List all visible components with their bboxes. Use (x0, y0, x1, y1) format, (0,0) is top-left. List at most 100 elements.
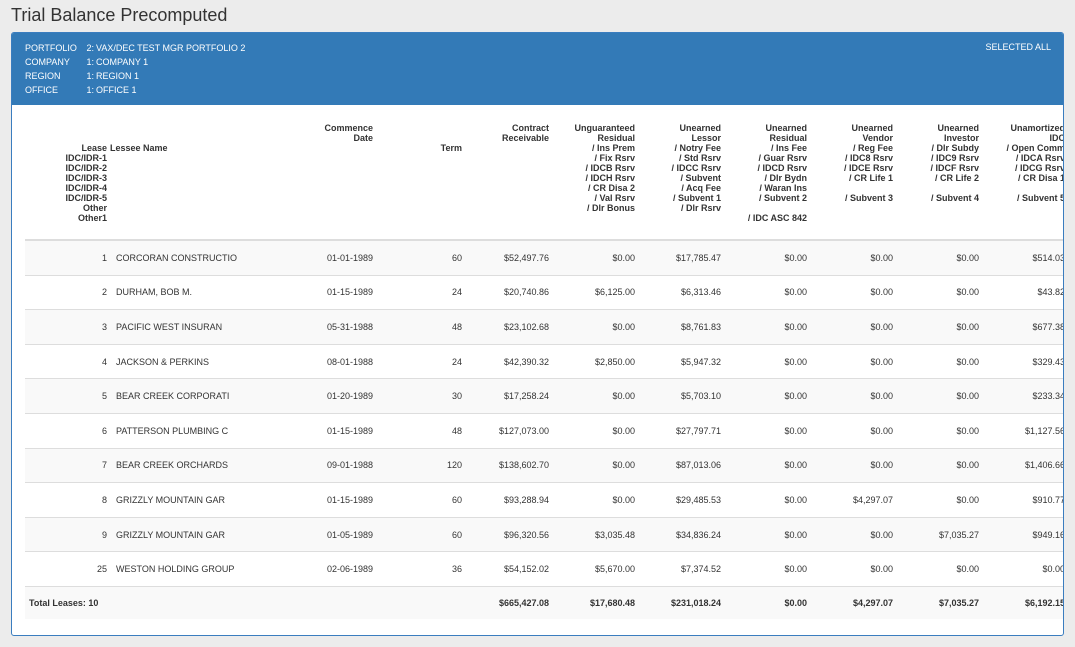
column-header-line: / IDC8 Rsrv (844, 153, 893, 163)
context-number: 1: (86, 85, 94, 95)
cell-unearned-investor: $0.00 (896, 274, 982, 310)
cell-unearned-investor: $0.00 (896, 412, 982, 449)
total-unearned-vendor: $4,297.07 (810, 585, 896, 619)
cell-unamortized-idc: $514.03 (982, 239, 1063, 276)
column-header-line: / Notry Fee (674, 143, 721, 153)
cell-contract-receivable: $127,073.00 (465, 412, 552, 449)
cell-lease: 2 (25, 274, 110, 310)
cell-unearned-residual: $0.00 (724, 274, 810, 310)
column-header-line: Lessee Name (110, 143, 168, 153)
cell-lessee-name: GRIZZLY MOUNTAIN GAR (110, 516, 273, 552)
column-header-unearned-residual[interactable]: Unearned Residual / Ins Fee / Guar Rsrv / ID… (724, 123, 810, 241)
column-header-line: / IDCH Rsrv (585, 173, 635, 183)
cell-unearned-vendor: $0.00 (810, 551, 896, 587)
selected-all-label: SELECTED ALL (985, 42, 1051, 52)
column-header-unguaranteed-residual[interactable]: Unguaranteed Residual / Ins Prem / Fix Rsrv… (552, 123, 638, 241)
cell-unearned-investor: $0.00 (896, 343, 982, 379)
cell-term: 24 (376, 274, 465, 310)
table-row[interactable]: 7 BEAR CREEK ORCHARDS 09-01-1988 120 $138,60… (25, 447, 1063, 483)
trial-balance-panel: PORTFOLIO 2: VAX/DEC TEST MGR PORTFOLIO … (11, 32, 1064, 636)
table-row[interactable]: 25 WESTON HOLDING GROUP 02-06-1989 36 $54,15… (25, 551, 1063, 587)
column-header-unearned-investor[interactable]: Unearned Investor / Dlr Subdy / IDC9 Rsrv / … (896, 123, 982, 241)
column-header-term[interactable]: Term (376, 123, 465, 241)
cell-contract-receivable: $96,320.56 (465, 516, 552, 552)
cell-unearned-lessor: $17,785.47 (638, 239, 724, 276)
cell-contract-receivable: $93,288.94 (465, 482, 552, 518)
context-value: COMPANY 1 (96, 57, 149, 67)
column-header-commence-date[interactable]: Commence Date (273, 123, 376, 241)
column-header-line: / CR Disa 2 (587, 183, 635, 193)
column-header-line: / IDCA Rsrv (1015, 153, 1064, 163)
column-header-line: / Dlr Rsrv (680, 203, 721, 213)
cell-contract-receivable: $42,390.32 (465, 343, 552, 379)
cell-unamortized-idc: $949.16 (982, 516, 1063, 552)
table-row[interactable]: 3 PACIFIC WEST INSURAN 05-31-1988 48 $23,102… (25, 309, 1063, 345)
table-row[interactable]: 2 DURHAM, BOB M. 01-15-1989 24 $20,740.86 $6,… (25, 274, 1063, 310)
cell-contract-receivable: $138,602.70 (465, 447, 552, 483)
cell-term: 60 (376, 239, 465, 276)
column-header-line: Unguaranteed (574, 123, 635, 133)
context-label: OFFICE (25, 85, 58, 95)
total-unguaranteed-residual: $17,680.48 (552, 585, 638, 619)
column-header-line: IDC/IDR-5 (65, 193, 107, 203)
cell-lease: 7 (25, 447, 110, 483)
cell-unearned-lessor: $5,703.10 (638, 378, 724, 414)
cell-unearned-lessor: $6,313.46 (638, 274, 724, 310)
cell-unearned-lessor: $27,797.71 (638, 412, 724, 449)
cell-unearned-investor: $0.00 (896, 551, 982, 587)
table-row[interactable]: 8 GRIZZLY MOUNTAIN GAR 01-15-1989 60 $93,288… (25, 482, 1063, 518)
cell-lease: 6 (25, 412, 110, 449)
column-header-line (25, 123, 107, 133)
column-header-lessee-name[interactable]: Lessee Name (110, 123, 273, 241)
cell-lessee-name: JACKSON & PERKINS (110, 343, 273, 379)
column-header-line: Vendor (862, 133, 893, 143)
cell-unearned-residual: $0.00 (724, 378, 810, 414)
column-header-line: / Open Comm (1006, 143, 1064, 153)
column-header-unearned-lessor[interactable]: Unearned Lessor / Notry Fee / Std Rsrv / IDC… (638, 123, 724, 241)
cell-unearned-investor: $0.00 (896, 447, 982, 483)
cell-unearned-lessor: $29,485.53 (638, 482, 724, 518)
column-header-line: / Subvent (680, 173, 721, 183)
table-row[interactable]: 1 CORCORAN CONSTRUCTIO 01-01-1989 60 $52,497… (25, 239, 1063, 276)
column-header-unamortized-idc[interactable]: Unamortized IDC / Open Comm / IDCA Rsrv / ID… (982, 123, 1064, 241)
cell-unearned-vendor: $0.00 (810, 516, 896, 552)
column-header-line: IDC/IDR-1 (65, 153, 107, 163)
column-header-line: / IDCF Rsrv (930, 163, 979, 173)
cell-term: 60 (376, 482, 465, 518)
column-header-line (982, 183, 1063, 193)
column-header-line: / Waran Ins (759, 183, 807, 193)
cell-unamortized-idc: $0.00 (982, 551, 1063, 587)
column-header-lease[interactable]: Lease IDC/IDR-1 IDC/IDR-2 IDC/IDR-3 IDC/IDR-… (25, 123, 110, 241)
column-header-unearned-vendor[interactable]: Unearned Vendor / Reg Fee / IDC8 Rsrv / IDCE… (810, 123, 896, 241)
cell-commence-date: 08-01-1988 (273, 343, 376, 379)
total-contract-receivable: $665,427.08 (465, 585, 552, 619)
column-header-line: IDC/IDR-2 (65, 163, 107, 173)
cell-unearned-vendor: $4,297.07 (810, 482, 896, 518)
cell-unguaranteed-residual: $0.00 (552, 309, 638, 345)
column-header-contract-receivable[interactable]: Contract Receivable (465, 123, 552, 241)
column-header-line: Date (353, 133, 373, 143)
cell-commence-date: 01-15-1989 (273, 412, 376, 449)
table-row[interactable]: 9 GRIZZLY MOUNTAIN GAR 01-05-1989 60 $96,320… (25, 516, 1063, 552)
column-header-line: Residual (597, 133, 635, 143)
column-header-line: / Reg Fee (852, 143, 893, 153)
cell-term: 48 (376, 412, 465, 449)
table-row[interactable]: 6 PATTERSON PLUMBING C 01-15-1989 48 $127,07… (25, 412, 1063, 449)
context-value: REGION 1 (96, 71, 140, 81)
cell-unguaranteed-residual: $3,035.48 (552, 516, 638, 552)
table-row[interactable]: 4 JACKSON & PERKINS 08-01-1988 24 $42,390.32… (25, 343, 1063, 379)
cell-lease: 25 (25, 551, 110, 587)
cell-unearned-lessor: $7,374.52 (638, 551, 724, 587)
cell-unguaranteed-residual: $0.00 (552, 482, 638, 518)
cell-term: 120 (376, 447, 465, 483)
table-row[interactable]: 5 BEAR CREEK CORPORATI 01-20-1989 30 $17,258… (25, 378, 1063, 414)
column-header-line: Residual (769, 133, 807, 143)
column-header-line: / IDC9 Rsrv (930, 153, 979, 163)
column-header-line: Lease (81, 143, 107, 153)
column-header-line: IDC (1049, 133, 1064, 143)
column-header-line: / Subvent 1 (672, 193, 721, 203)
column-header-line: / Subvent 5 (1016, 193, 1064, 203)
cell-lessee-name: PACIFIC WEST INSURAN (110, 309, 273, 345)
column-header-line: Commence (324, 123, 373, 133)
column-header-line: / Ins Fee (770, 143, 807, 153)
